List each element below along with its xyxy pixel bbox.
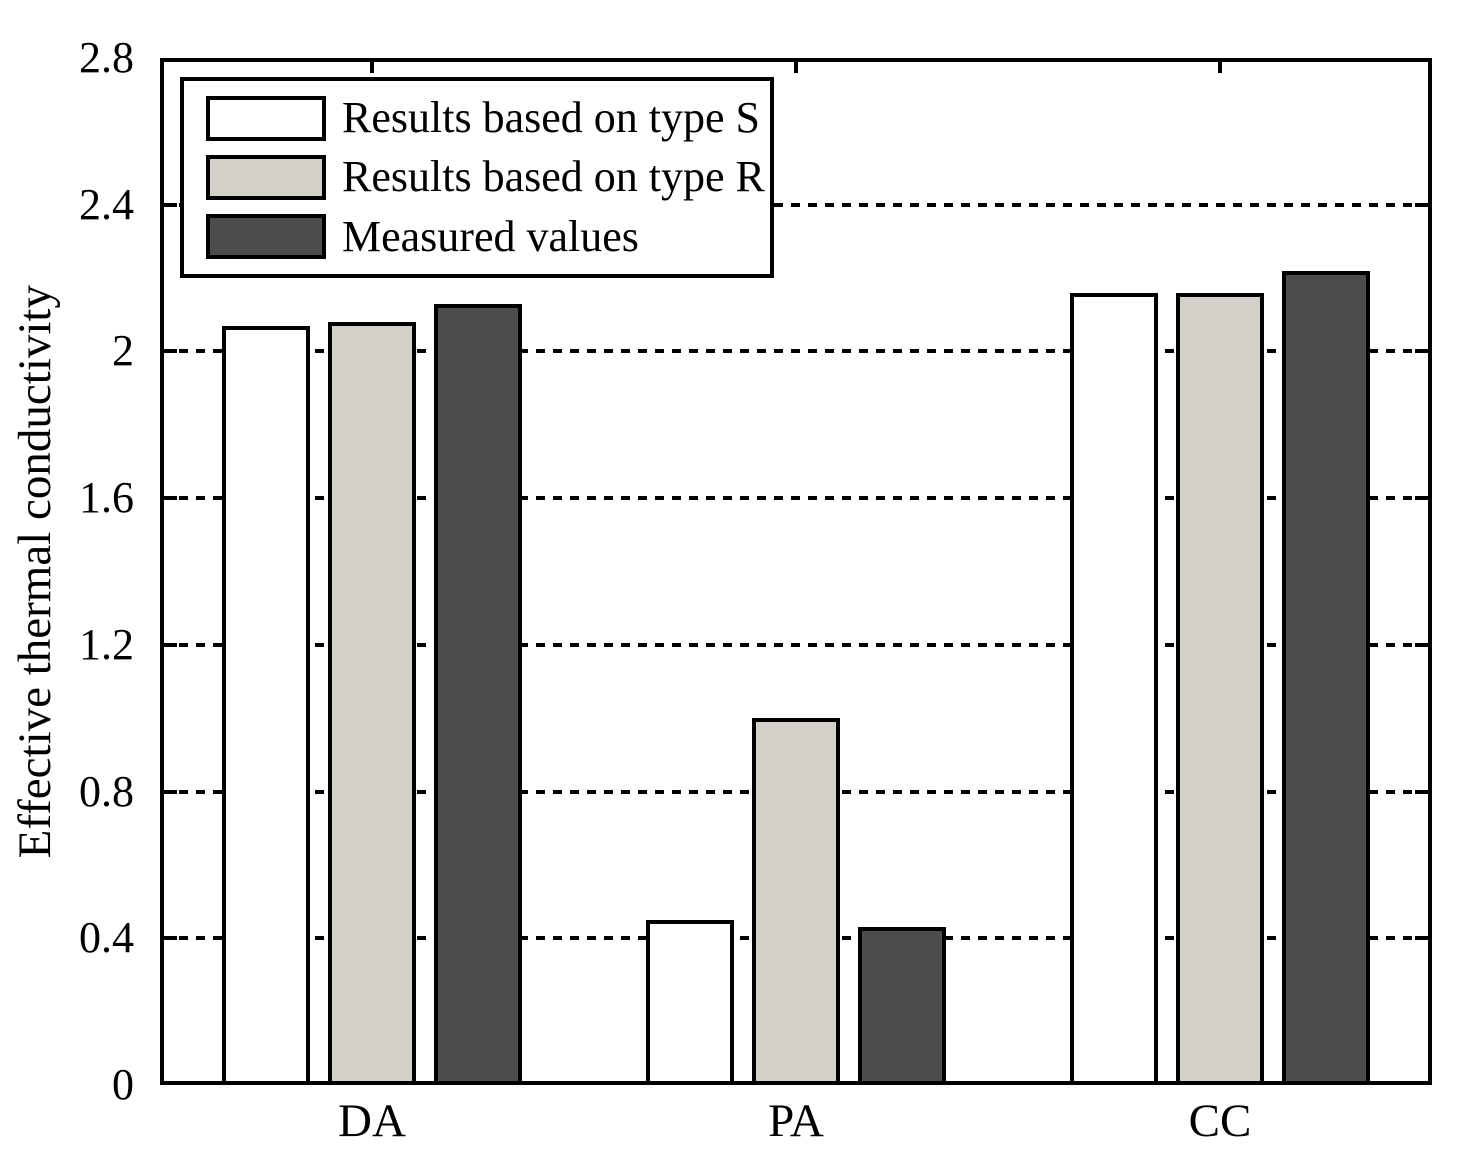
legend-label-results-based-on-type-s: Results based on type S (342, 93, 760, 142)
bar-da-results-based-on-type-s (222, 325, 311, 1085)
y-tick-label-2: 2 (112, 326, 134, 376)
y-tick-mark-left-1.6 (160, 496, 177, 501)
x-tick-label-cc: CC (1188, 1095, 1252, 1147)
bar-da-results-based-on-type-r (328, 322, 417, 1085)
legend-label-results-based-on-type-r: Results based on type R (342, 152, 765, 202)
y-tick-label-0.8: 0.8 (79, 766, 134, 816)
x-tick-labels: DA PA CC (160, 1098, 1432, 1156)
y-tick-label-2.4: 2.4 (79, 179, 134, 229)
y-tick-mark-right-0.4 (1415, 936, 1432, 941)
y-tick-mark-right-1.6 (1415, 496, 1432, 501)
legend-item-results-based-on-type-s: Results based on type S (206, 93, 760, 142)
gridline-1.6 (162, 496, 1430, 501)
bar-pa-results-based-on-type-s (646, 919, 735, 1085)
y-tick-mark-left-2.4 (160, 202, 177, 207)
y-tick-label-0: 0 (112, 1060, 134, 1109)
y-tick-label-2.8: 2.8 (79, 33, 134, 82)
bar-cc-measured-values (1282, 270, 1371, 1085)
legend-item-results-based-on-type-r: Results based on type R (206, 152, 765, 201)
x-tick-mark-top-pa (794, 58, 798, 73)
legend-label-measured-values: Measured values (342, 211, 639, 261)
y-tick-label-0.4: 0.4 (79, 913, 134, 963)
x-tick-mark-top-da (369, 58, 374, 73)
y-tick-label-1.2: 1.2 (79, 619, 134, 669)
bar-da-measured-values (434, 303, 523, 1085)
bar-pa-results-based-on-type-r (752, 718, 841, 1085)
y-tick-mark-right-1.2 (1415, 642, 1432, 647)
legend-item-measured-values: Measured values (206, 211, 760, 261)
y-tick-mark-left-2 (160, 349, 177, 354)
y-tick-labels: 0 0.4 0.8 1.2 1.6 2 2.4 2.8 (0, 36, 146, 1107)
y-tick-mark-right-0.8 (1415, 789, 1432, 794)
gridline-2.4 (162, 202, 1430, 207)
bar-pa-measured-values (858, 927, 947, 1085)
y-tick-label-1.6: 1.6 (79, 473, 134, 523)
y-tick-mark-left-0.4 (160, 936, 177, 941)
x-tick-mark-top-cc (1218, 58, 1222, 73)
x-tick-label-pa: PA (768, 1095, 824, 1147)
legend-swatch-results-based-on-type-r (206, 155, 326, 201)
y-tick-mark-left-1.2 (160, 642, 177, 647)
y-tick-mark-right-2 (1415, 349, 1432, 354)
gridline-2 (162, 349, 1430, 354)
x-tick-label-da: DA (338, 1095, 406, 1147)
plot-area: Results based on type S Results based on … (160, 58, 1432, 1085)
legend-swatch-measured-values (206, 214, 326, 260)
bar-cc-results-based-on-type-s (1070, 292, 1159, 1085)
y-tick-mark-left-0.8 (160, 789, 177, 794)
gridline-1.2 (162, 642, 1430, 647)
bar-cc-results-based-on-type-r (1176, 292, 1265, 1085)
legend-swatch-results-based-on-type-s (206, 95, 326, 141)
y-tick-mark-right-2.4 (1415, 202, 1432, 207)
legend: Results based on type S Results based on … (180, 77, 774, 279)
